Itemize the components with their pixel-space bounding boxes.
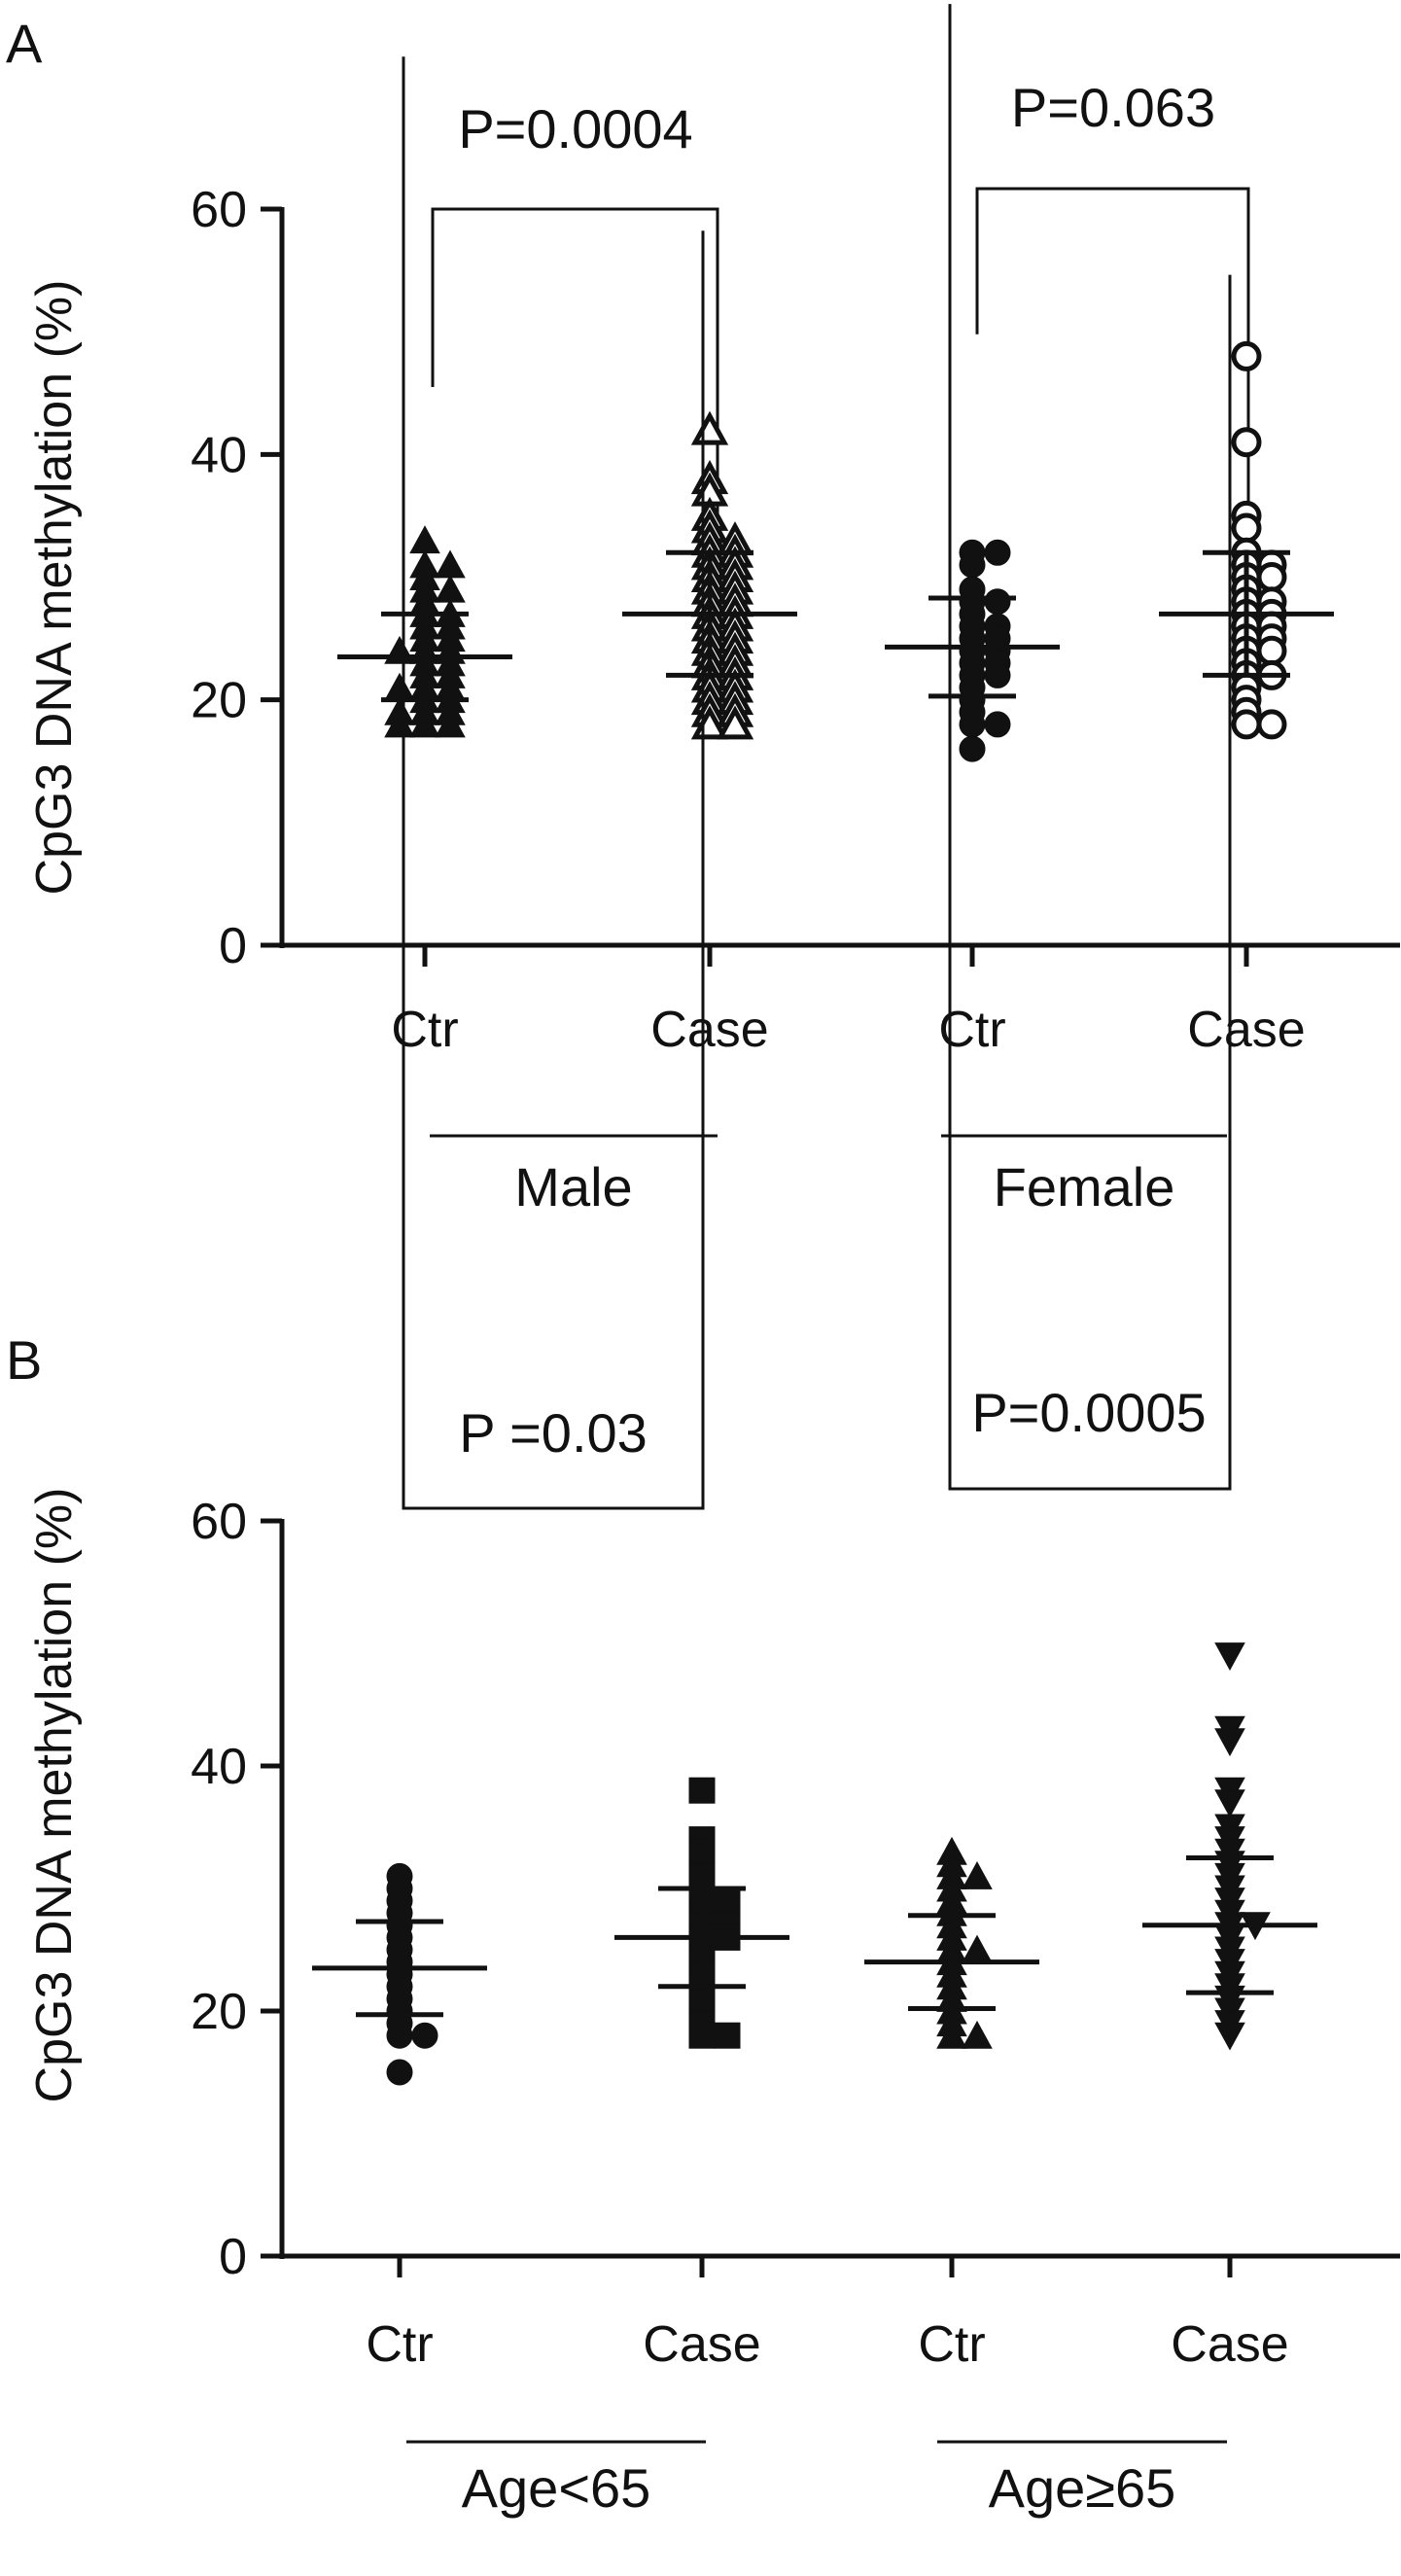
significance-bracket	[975, 187, 1250, 572]
data-point	[714, 2022, 741, 2049]
data-point	[690, 410, 729, 445]
panel-b: B CpG3 DNA methylation (%) 0 20 40 60 Ctr Cas…	[6, 4, 1400, 2519]
x-tick-label: Case	[643, 2316, 760, 2373]
significance-bracket	[431, 207, 719, 572]
y-tick-label: 20	[191, 1984, 247, 2040]
data-point	[688, 2022, 716, 2049]
y-tick-label: 0	[219, 2229, 247, 2285]
x-tick-label: Ctr	[918, 2316, 985, 2373]
data-point	[386, 2059, 413, 2086]
data-point	[1231, 709, 1262, 740]
significance-bracket	[402, 56, 705, 1510]
data-point	[384, 709, 415, 738]
y-axis-label: CpG3 DNA methylation (%)	[26, 1488, 83, 2103]
data-point	[435, 709, 466, 738]
group-label: Age≥65	[989, 2457, 1176, 2519]
data-point	[984, 588, 1011, 616]
significance-bracket	[948, 4, 1232, 1491]
data-point	[386, 2022, 413, 2049]
group-label: Female	[994, 1156, 1175, 1217]
p-value-label: P=0.0005	[971, 1382, 1206, 1443]
y-tick-label: 60	[191, 182, 247, 238]
group-label: Male	[514, 1156, 632, 1217]
data-point	[1214, 1728, 1245, 1757]
data-point	[962, 2020, 993, 2049]
p-value-label: P =0.03	[459, 1402, 648, 1464]
data-point	[435, 574, 466, 603]
x-tick-label: Case	[1171, 2316, 1288, 2373]
data-point	[1256, 635, 1287, 666]
data-point	[1214, 2022, 1245, 2051]
data-point	[384, 672, 415, 701]
data-point	[409, 525, 440, 554]
data-point	[984, 539, 1011, 566]
data-point	[1231, 512, 1262, 544]
data-point	[1256, 562, 1287, 592]
y-tick-label: 40	[191, 427, 247, 483]
data-point	[384, 635, 415, 664]
data-point	[1231, 427, 1262, 458]
panel-letter-a: A	[6, 13, 43, 74]
data-point	[411, 2022, 438, 2049]
data-point	[962, 1861, 993, 1889]
data-point	[1214, 1789, 1245, 1818]
data-point	[984, 661, 1011, 688]
x-tick-label: Ctr	[391, 1002, 458, 1058]
x-tick-label: Ctr	[366, 2316, 433, 2373]
data-point	[409, 709, 440, 738]
y-tick-label: 60	[191, 1494, 247, 1550]
y-tick-label: 0	[219, 918, 247, 974]
data-point	[1256, 709, 1287, 740]
data-point	[959, 551, 986, 579]
data-point	[984, 711, 1011, 738]
p-value-label: P=0.063	[1011, 77, 1215, 138]
x-tick-label: Case	[650, 1002, 768, 1058]
data-point	[962, 1934, 993, 1963]
p-value-label: P=0.0004	[458, 98, 692, 159]
data-point	[1214, 1642, 1245, 1671]
data-point	[1231, 340, 1262, 371]
data-point	[959, 735, 986, 762]
data-point	[716, 705, 754, 740]
data-point	[959, 711, 986, 738]
group-label: Age<65	[462, 2457, 651, 2519]
x-tick-label: Case	[1187, 1002, 1305, 1058]
y-tick-label: 40	[191, 1739, 247, 1795]
data-point	[714, 1888, 741, 1915]
data-point	[688, 1777, 716, 1804]
data-point	[435, 549, 466, 579]
panel-letter-b: B	[6, 1329, 42, 1391]
y-axis-label: CpG3 DNA methylation (%)	[26, 280, 83, 896]
y-tick-label: 20	[191, 673, 247, 729]
data-point	[936, 2020, 967, 2049]
